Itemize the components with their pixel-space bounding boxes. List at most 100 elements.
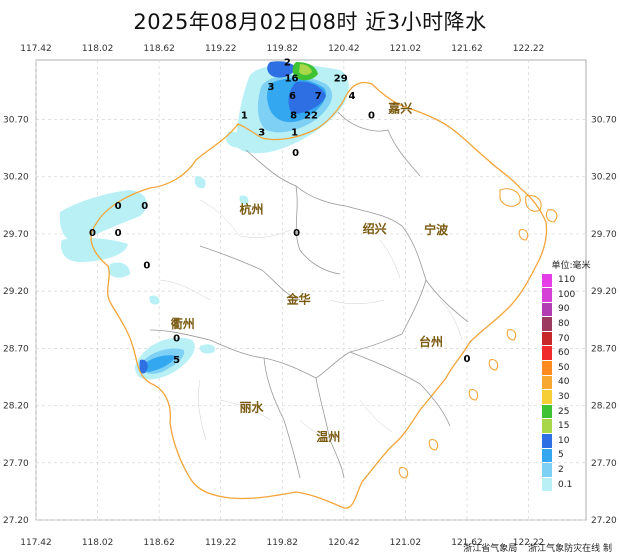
rain-value: 0 [115,228,122,239]
lon-tick-bottom: 118.02 [82,538,114,548]
lon-tick-top: 120.42 [328,44,360,54]
legend-label: 50 [558,362,570,373]
rain-value: 4 [349,91,356,102]
legend-item: 110 [536,273,606,288]
lon-tick-bottom: 122.22 [513,538,545,548]
lon-tick-top: 122.22 [513,44,545,54]
legend-label: 5 [558,450,564,461]
lat-tick-left: 29.20 [3,287,29,297]
legend-label: 80 [558,319,570,330]
lat-tick-right: 29.20 [591,287,617,297]
legend-item: 90 [536,302,606,317]
legend-item: 0.1 [536,477,606,492]
lat-tick-left: 30.70 [3,116,29,126]
lat-tick-right: 27.20 [591,516,617,526]
rain-value: 0 [143,260,150,271]
rain-area-quzhou [135,337,216,380]
rain-value: 8 [290,110,297,121]
lat-tick-right: 29.70 [591,230,617,240]
legend-item: 100 [536,288,606,303]
city-label: 衢州 [171,316,195,331]
lon-tick-bottom: 119.82 [267,538,299,548]
rain-value: 0 [368,110,375,121]
lon-tick-bottom: 121.62 [451,538,483,548]
legend-label: 70 [558,333,570,344]
rain-value: 1 [241,110,248,121]
lon-tick-top: 117.42 [20,44,52,54]
legend-swatch [542,477,552,492]
lon-tick-top: 118.02 [82,44,114,54]
legend-item: 15 [536,419,606,434]
legend-label: 0.1 [558,479,573,490]
lon-tick-top: 121.02 [390,44,422,54]
rain-value: 0 [173,333,180,344]
legend-swatch [542,434,552,448]
rain-area-north [226,61,349,154]
legend-items: 110 100 90 80 70 60 50 40 30 25 15 10 5 2 0.1 [536,273,606,492]
rain-value: 0 [293,228,300,239]
lon-tick-bottom: 119.22 [205,538,237,548]
legend-swatch [542,419,552,434]
lat-tick-right: 30.20 [591,173,617,183]
credit-line: 浙江省气象局 浙江气象防灾在线 制 [455,541,612,554]
legend-item: 10 [536,434,606,449]
legend-swatch [542,448,552,463]
credit-bureau: 浙江省气象局 [463,544,518,554]
legend-item: 25 [536,404,606,419]
coastal-islands [398,188,558,479]
lon-tick-bottom: 121.02 [390,538,422,548]
lon-tick-top: 119.22 [205,44,237,54]
city-label: 杭州 [239,201,263,216]
legend-label: 110 [558,275,576,286]
rain-value: 3 [258,128,265,139]
province-boundary [90,81,548,509]
city-label: 宁波 [424,222,449,237]
legend-item: 50 [536,361,606,376]
legend-label: 100 [558,289,576,300]
lon-tick-bottom: 117.42 [20,538,52,548]
city-label: 温州 [316,430,340,444]
legend-title: 单位:毫米 [551,261,591,271]
lon-tick-top: 118.62 [143,44,175,54]
lat-tick-right: 30.70 [591,116,617,126]
map-title: 2025年08月02日08时 近3小时降水 [133,10,487,34]
legend-swatch [542,361,552,375]
rain-value: 0 [141,201,148,212]
county-boundaries [159,199,463,441]
legend-swatch [542,375,552,390]
city-label: 嘉兴 [387,101,412,116]
rain-value: 2 [284,58,291,69]
lon-tick-bottom: 118.62 [143,538,175,548]
legend-label: 25 [558,406,570,417]
legend-item: 2 [536,463,606,478]
legend-swatch [542,331,552,346]
legend-item: 80 [536,317,606,332]
lat-tick-left: 28.70 [3,344,29,354]
lat-tick-right: 28.20 [591,402,617,412]
lon-tick-top: 121.62 [451,44,483,54]
legend: 单位:毫米 110 100 90 80 70 60 50 40 30 25 15 10 5 2 0.1 [536,258,606,492]
legend-label: 90 [558,304,570,315]
legend-item: 5 [536,448,606,463]
city-label: 绍兴 [363,221,387,236]
legend-swatch [542,317,552,331]
credit-platform: 浙江气象防灾在线 制 [528,544,612,554]
map-frame [35,59,587,521]
lat-tick-left: 27.20 [3,516,29,526]
legend-swatch [542,288,552,302]
rain-value: 22 [304,110,318,121]
legend-swatch [542,463,552,477]
lat-tick-right: 27.70 [591,459,617,469]
lat-tick-left: 30.20 [3,173,29,183]
lat-tick-left: 28.20 [3,402,29,412]
city-label: 丽水 [239,399,264,414]
city-label: 台州 [419,334,443,349]
grid-lines [35,60,586,521]
lon-tick-top: 119.82 [267,44,299,54]
rain-value: 7 [315,91,322,102]
rain-value: 5 [173,355,180,366]
rain-value: 0 [115,201,122,212]
legend-label: 10 [558,435,570,446]
